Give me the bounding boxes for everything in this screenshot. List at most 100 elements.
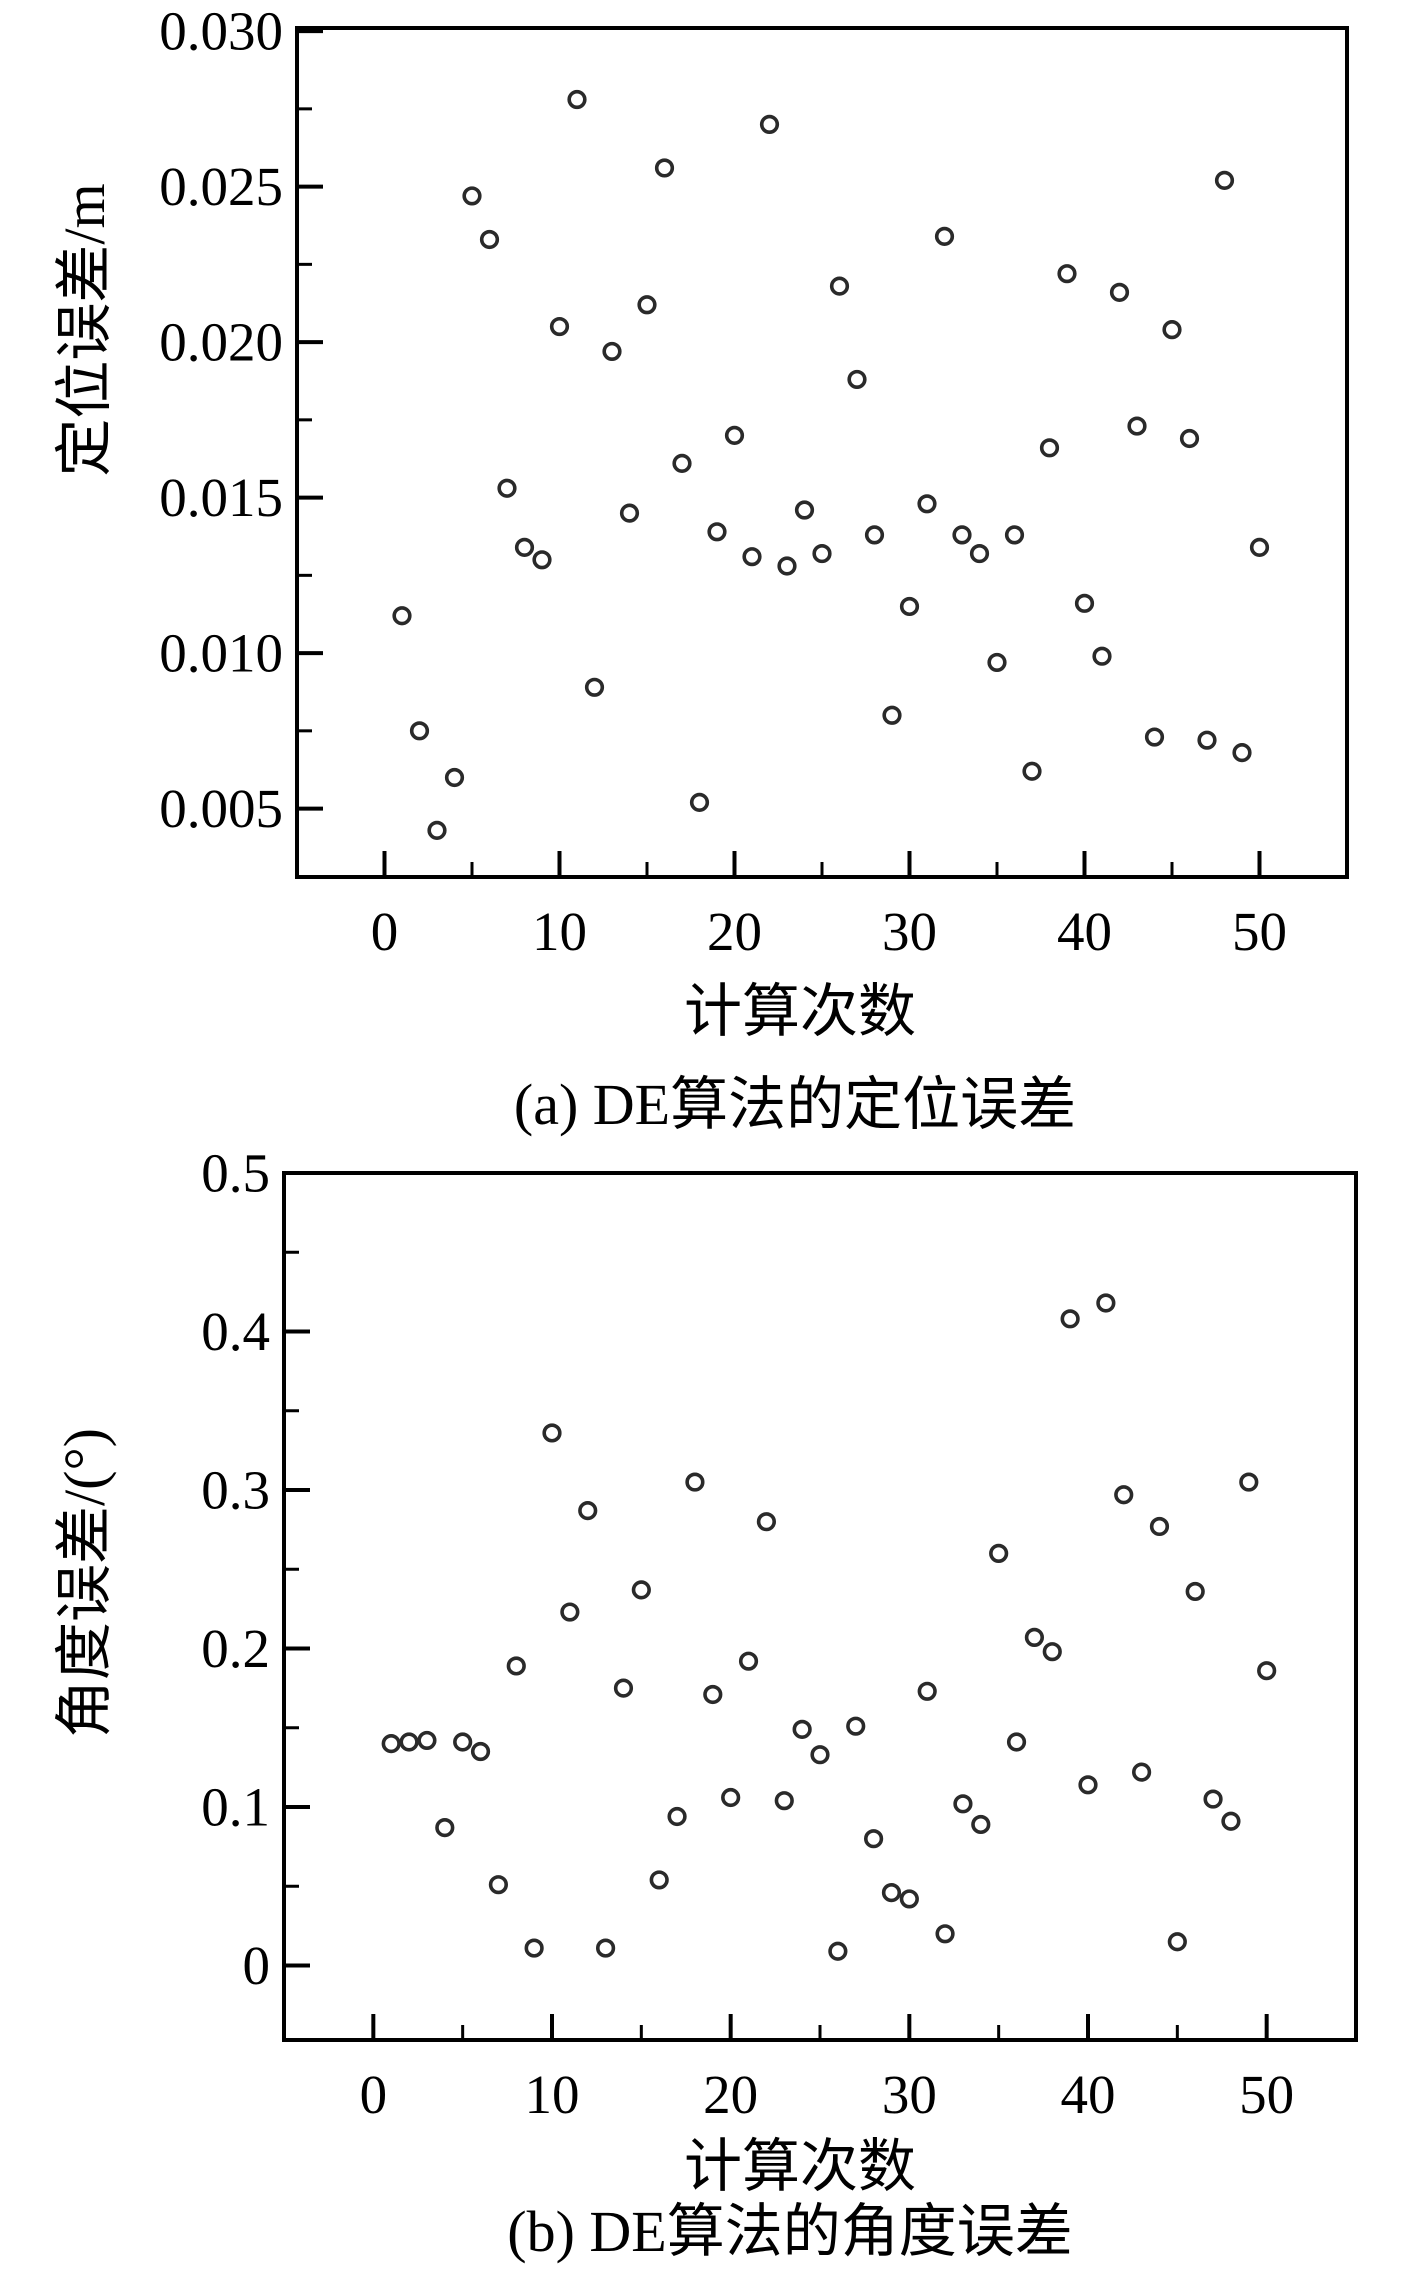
data-point-marker [1078,1775,1098,1795]
data-point-marker [721,1787,741,1808]
data-point-marker [532,550,552,570]
data-point-marker [409,721,430,741]
x-tick-label: 20 [703,2064,758,2125]
data-point-marker [488,1875,509,1895]
data-point-marker [672,453,692,473]
data-point-marker [812,543,832,564]
data-point-marker [560,1602,580,1622]
y-tick-label: 0.5 [201,1143,270,1204]
data-point-marker [1149,1516,1170,1537]
y-tick-label: 0.010 [159,623,283,684]
x-tick-label: 10 [532,901,587,962]
data-point-marker [637,295,657,315]
data-point-marker [1057,264,1077,284]
data-point-marker [506,1656,526,1676]
data-point-marker [1144,727,1165,747]
chart-a-y-axis-label-text: 定位误差/m [52,183,117,477]
data-point-marker [631,1580,651,1600]
data-point-marker [381,1734,401,1754]
data-point-marker [794,500,815,520]
x-tick-label: 30 [882,2064,937,2125]
data-point-marker [703,1684,723,1705]
data-point-marker [1022,761,1042,781]
y-tick-label: 0 [243,1935,271,1996]
data-point-marker [863,1829,884,1849]
data-point-marker [953,1794,973,1814]
data-point-marker [667,1806,687,1827]
y-tick-label: 0.3 [201,1460,270,1521]
data-point-marker [1214,170,1235,190]
data-point-marker [417,1730,437,1751]
data-point-marker [584,677,605,697]
data-point-marker [1024,1627,1044,1648]
data-point-marker [1092,646,1112,666]
data-point-marker [1257,1661,1277,1681]
data-point-marker [935,1924,955,1944]
x-tick-label: 20 [707,901,762,962]
x-tick-label: 40 [1057,901,1112,962]
data-point-marker [1109,282,1130,302]
x-tick-label: 50 [1232,901,1287,962]
data-point-marker [1197,730,1217,750]
data-point-marker [846,1716,866,1736]
data-point-marker [685,1472,705,1492]
data-point-marker [1039,438,1060,458]
plot-frame [295,26,1349,879]
plot-frame [282,1171,1358,2042]
data-point-marker [882,705,902,725]
data-point-marker [738,1651,759,1671]
x-tick-label: 0 [371,901,399,962]
data-point-marker [1203,1789,1223,1809]
data-point-marker [1167,1932,1187,1952]
data-point-marker [479,229,500,250]
chart-b-x-axis-label-text: 计算次数 [683,2134,917,2199]
data-point-marker [829,276,850,296]
data-point-marker [542,1423,562,1443]
chart-a-y-axis-label: 定位误差/m [0,183,232,476]
data-point-marker [1221,1811,1241,1831]
y-tick-label: 0.025 [159,156,283,217]
data-point-marker [1131,1762,1152,1782]
y-tick-label: 0.020 [159,312,283,373]
data-point-marker [777,556,797,576]
chart-a-x-axis-label: 计算次数 [684,983,916,1041]
x-tick-label: 30 [882,901,937,962]
data-point-marker [756,1512,777,1532]
y-tick-label: 0.4 [201,1301,270,1362]
data-point-marker [774,1791,794,1811]
data-point-marker [971,1814,991,1835]
data-point-marker [881,1882,902,1903]
data-point-marker [917,494,937,514]
data-point-marker [444,767,465,788]
y-tick-label: 0.030 [159,1,283,62]
data-point-marker [1114,1485,1134,1505]
data-point-marker [470,1741,491,1762]
chart-b-plot: 0 10 20 30 40 50 0 0.1 0.2 0.3 0.4 0.5 [201,1143,1358,2125]
x-tick-label: 50 [1239,2064,1294,2125]
data-point-marker [1074,593,1095,613]
data-point-marker [1179,428,1200,449]
chart-b-y-axis-label: 角度误差/(°) [0,1428,240,1738]
data-point-marker [649,1870,669,1890]
x-tick-label: 0 [360,2064,388,2125]
y-tick-label: 0.1 [201,1777,270,1838]
y-tick-label: 0.2 [201,1618,270,1679]
data-point-marker [549,316,570,337]
data-point-marker [917,1681,937,1701]
data-point-marker [524,1938,544,1958]
data-point-marker [934,226,955,246]
y-tick-label: 0.005 [159,778,283,839]
data-point-marker [514,537,535,557]
data-point-marker [899,596,920,617]
data-point-marker [759,114,780,135]
data-point-marker [462,186,482,206]
data-point-marker [828,1941,848,1961]
data-point-marker [810,1745,830,1765]
data-point-marker [987,652,1007,673]
data-point-marker [602,341,622,362]
data-point-marker [1127,416,1147,436]
x-tick-label: 10 [525,2064,580,2125]
data-point-marker [1060,1309,1080,1329]
chart-b-x-axis-label: 计算次数 [684,2138,916,2196]
data-point-marker [792,1719,812,1739]
